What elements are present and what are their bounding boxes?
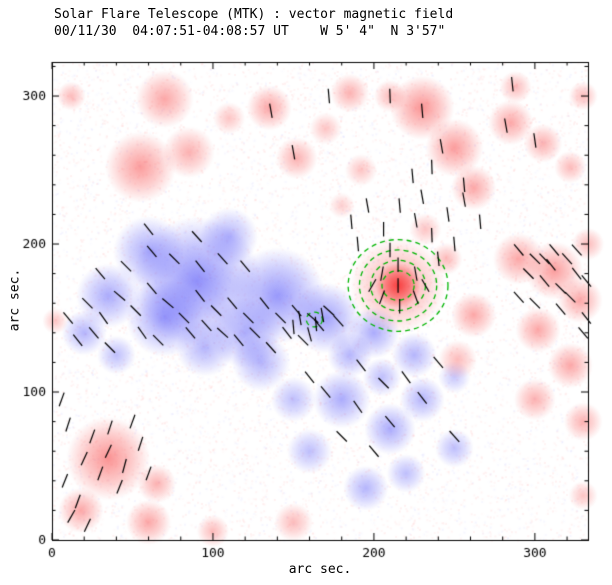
figure-title: Solar Flare Telescope (MTK) : vector mag… bbox=[54, 7, 454, 22]
x-axis-label: arc sec. bbox=[288, 562, 352, 577]
figure-subtitle: 00/11/30 04:07:51-04:08:57 UT W 5' 4" N … bbox=[54, 24, 446, 39]
y-axis-label: arc sec. bbox=[7, 268, 23, 332]
